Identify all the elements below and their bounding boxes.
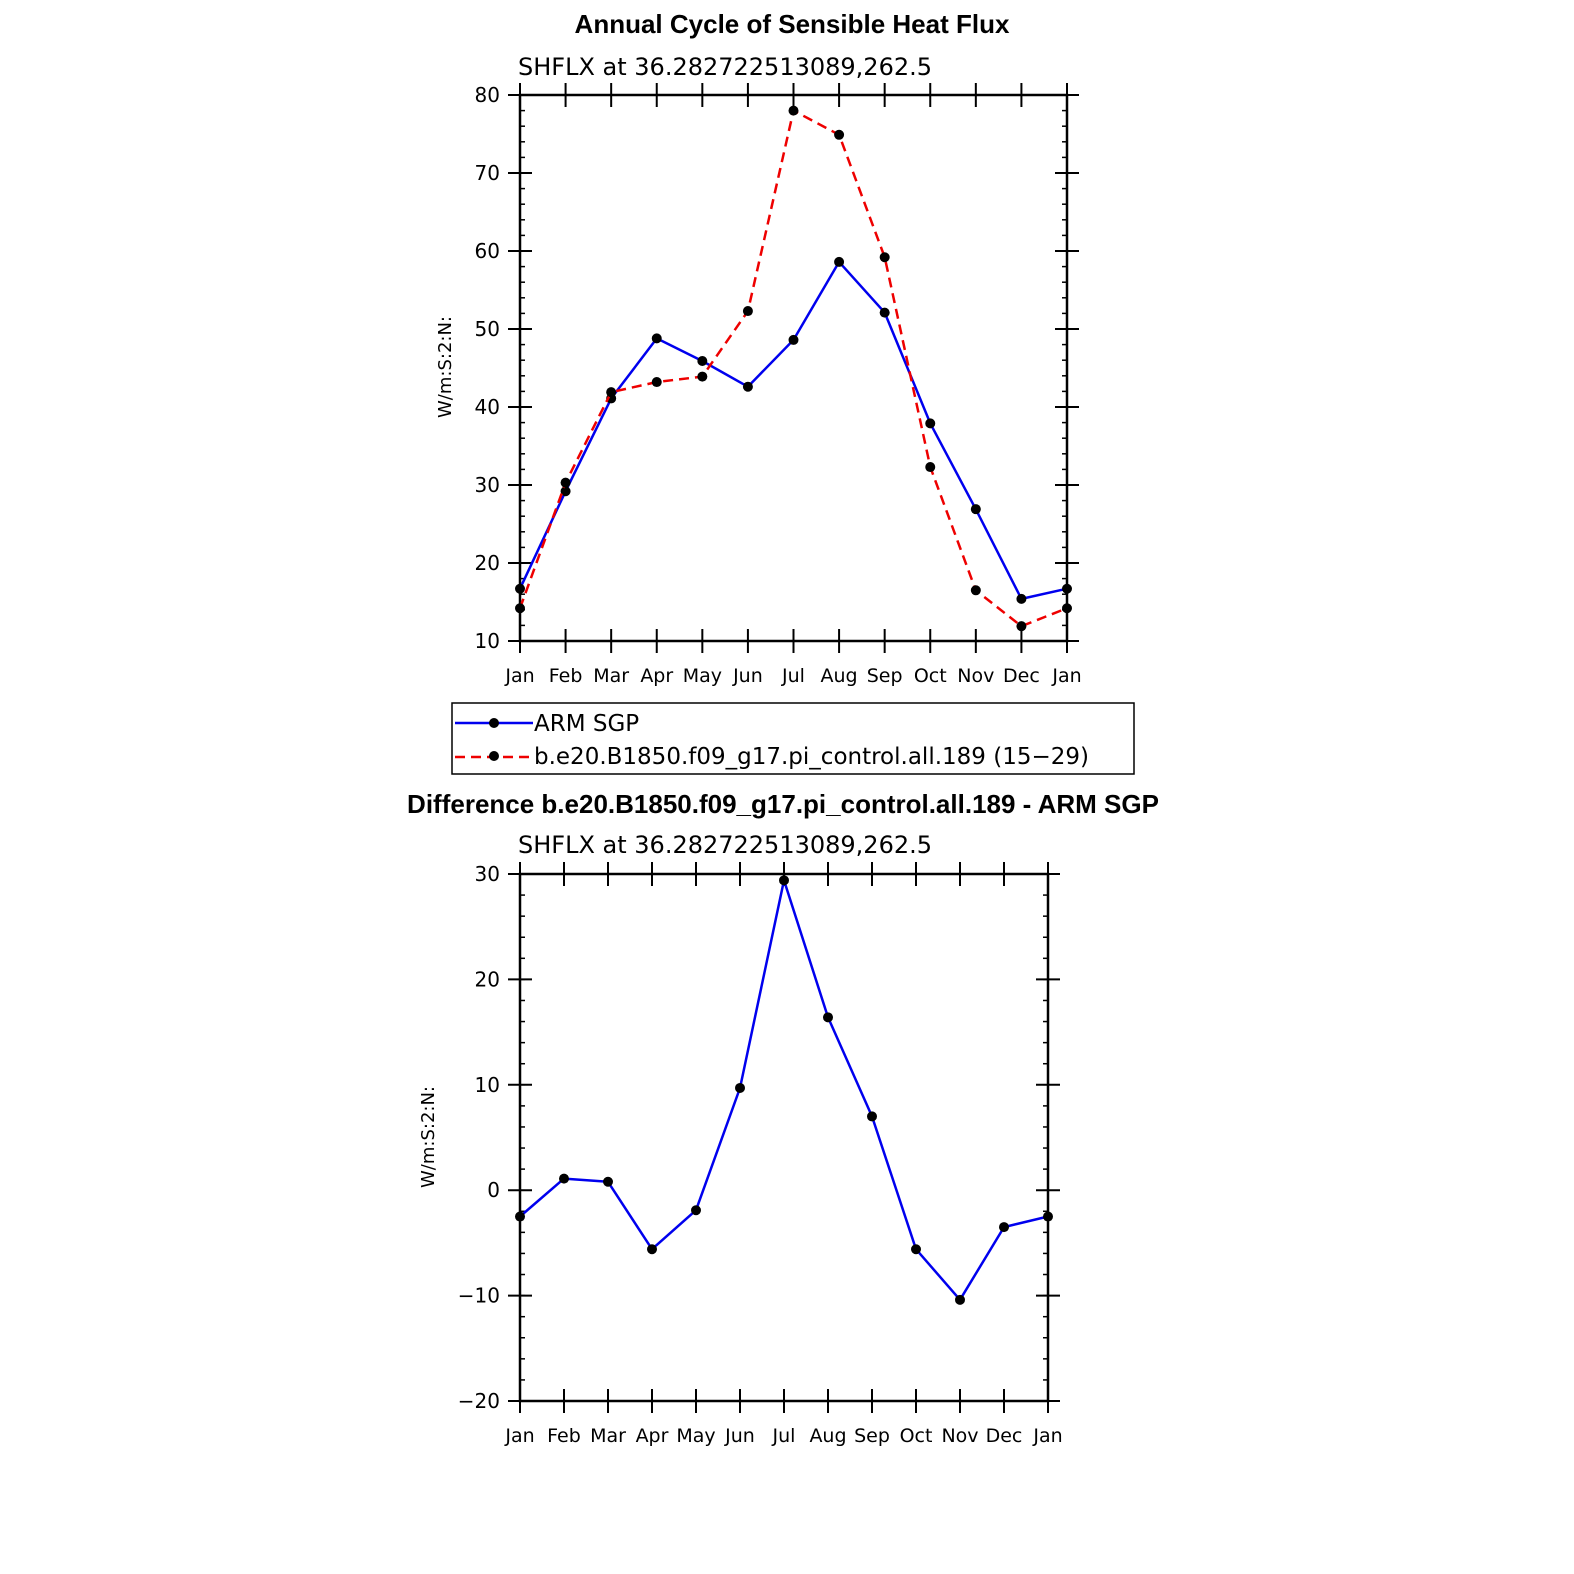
annual-cycle-x-tick-label: Jan	[1051, 665, 1081, 687]
legend-marker-arm-sgp	[489, 718, 499, 728]
annual-cycle-y-tick-label: 80	[475, 83, 500, 107]
annual-cycle-series-0-point	[925, 418, 936, 429]
annual-cycle-x-tick-label: Feb	[549, 665, 583, 687]
annual-cycle-series-1-point	[879, 252, 890, 263]
difference-y-tick-label: 10	[475, 1073, 500, 1097]
annual-cycle-y-tick-label: 60	[475, 239, 500, 263]
difference-x-tick-label: Aug	[809, 1425, 846, 1447]
annual-cycle-series-line-1	[518, 109, 1068, 628]
annual-cycle-x-tick-label: Dec	[1003, 665, 1040, 687]
difference-series-0-point	[999, 1222, 1009, 1233]
difference-series-0-point	[911, 1244, 921, 1255]
difference-x-tick-label: Apr	[636, 1425, 669, 1447]
difference-y-axis-label: W/m:S:2:N:	[418, 1086, 439, 1188]
annual-cycle-series-1-point	[515, 603, 525, 614]
annual-cycle-series-0-point	[697, 355, 708, 366]
difference-series-0-point	[647, 1244, 657, 1255]
difference-plot-frame	[518, 872, 1050, 1403]
difference-y-tick-label: −10	[458, 1284, 500, 1308]
annual-cycle-series-0-point	[560, 486, 571, 497]
annual-cycle-series-0-point	[970, 504, 981, 515]
annual-cycle-x-tick-label: Mar	[593, 665, 629, 687]
difference-series-0-point	[515, 1211, 525, 1222]
legend-label-model: b.e20.B1850.f09_g17.pi_control.all.189 (…	[534, 744, 1089, 770]
annual-cycle-y-tick-label: 30	[475, 473, 500, 497]
annual-cycle-y-axis-label: W/m:S:2:N:	[435, 316, 456, 418]
annual-cycle-series-0-point	[788, 334, 799, 345]
difference-y-tick-label: 30	[475, 862, 500, 886]
annual-cycle-y-tick-label: 40	[475, 395, 500, 419]
difference-y-tick-label: −20	[458, 1389, 500, 1413]
annual-cycle-x-tick-label: Sep	[867, 665, 903, 687]
difference-series-0-point	[1043, 1211, 1053, 1222]
difference-series-0-point	[779, 875, 789, 886]
difference-chart: Difference b.e20.B1850.f09_g17.pi_contro…	[407, 789, 1159, 1447]
annual-cycle-series-1-point	[697, 371, 708, 382]
legend-marker-model	[489, 751, 499, 761]
annual-cycle-series-0-point	[742, 381, 753, 392]
annual-cycle-y-tick-label: 20	[475, 551, 500, 575]
annual-cycle-series-1-point	[1062, 603, 1072, 614]
annual-cycle-x-tick-label: Nov	[957, 665, 994, 687]
annual-cycle-subtitle: SHFLX at 36.282722513089,262.5	[518, 53, 932, 81]
annual-cycle-legend: ARM SGP b.e20.B1850.f09_g17.pi_control.a…	[451, 702, 1135, 775]
difference-x-tick-label: Feb	[547, 1425, 581, 1447]
difference-y-tick-label: 20	[475, 967, 500, 991]
difference-x-tick-label: Oct	[900, 1425, 933, 1447]
annual-cycle-series-1-point	[651, 377, 662, 388]
annual-cycle-x-tick-label: Jan	[504, 665, 534, 687]
legend-box	[451, 702, 1135, 775]
annual-cycle-series-1-point	[925, 462, 936, 473]
difference-x-tick-label: Nov	[941, 1425, 978, 1447]
annual-cycle-series-1-point	[1016, 621, 1027, 632]
annual-cycle-series-0-point	[515, 583, 525, 594]
annual-cycle-series-1-point	[560, 477, 571, 488]
difference-x-tick-label: Jan	[1032, 1425, 1062, 1447]
annual-cycle-series-1-point	[970, 585, 981, 596]
annual-cycle-series-1-point	[788, 105, 799, 116]
annual-cycle-x-tick-label: Oct	[914, 665, 947, 687]
annual-cycle-x-tick-label: Jun	[732, 665, 763, 687]
annual-cycle-series-line-0	[518, 260, 1068, 601]
difference-x-tick-label: Jun	[724, 1425, 755, 1447]
difference-series-0-point	[867, 1111, 877, 1122]
difference-title: Difference b.e20.B1850.f09_g17.pi_contro…	[407, 789, 1159, 819]
annual-cycle-series-0-point	[1016, 593, 1027, 604]
annual-cycle-series-0-point	[834, 256, 845, 267]
difference-x-tick-label: May	[676, 1425, 715, 1447]
annual-cycle-y-tick-label: 10	[475, 629, 500, 653]
difference-series-0-point	[955, 1294, 965, 1305]
difference-series-0-point	[559, 1173, 569, 1184]
annual-cycle-series-1-point	[742, 306, 753, 317]
difference-x-tick-label: Sep	[854, 1425, 890, 1447]
annual-cycle-series-0-point	[651, 333, 662, 344]
difference-x-tick-label: Jul	[772, 1425, 796, 1447]
annual-cycle-x-tick-label: Apr	[640, 665, 673, 687]
difference-x-tick-label: Jan	[504, 1425, 534, 1447]
annual-cycle-plot-frame	[518, 93, 1069, 643]
difference-series-line-0	[519, 879, 1049, 1302]
annual-cycle-series-0-point	[1062, 583, 1072, 594]
annual-cycle-series-1-point	[606, 387, 617, 398]
annual-cycle-series-0-point	[879, 307, 890, 318]
annual-cycle-series-1-point	[834, 129, 845, 140]
difference-x-tick-label: Dec	[986, 1425, 1023, 1447]
annual-cycle-x-tick-label: Aug	[821, 665, 858, 687]
difference-subtitle: SHFLX at 36.282722513089,262.5	[518, 831, 932, 859]
difference-series-0-point	[735, 1082, 745, 1093]
legend-label-arm-sgp: ARM SGP	[534, 711, 639, 737]
annual-cycle-title: Annual Cycle of Sensible Heat Flux	[575, 9, 1010, 39]
annual-cycle-x-tick-label: Jul	[781, 665, 805, 687]
difference-series-0-point	[691, 1205, 701, 1216]
difference-series-0-point	[603, 1176, 613, 1187]
difference-x-tick-label: Mar	[590, 1425, 626, 1447]
annual-cycle-chart: Annual Cycle of Sensible Heat Flux SHFLX…	[435, 9, 1135, 775]
annual-cycle-y-tick-label: 50	[475, 317, 500, 341]
difference-y-tick-label: 0	[487, 1178, 500, 1202]
difference-series-0-point	[823, 1012, 833, 1023]
annual-cycle-y-tick-label: 70	[475, 161, 500, 185]
annual-cycle-x-tick-label: May	[683, 665, 722, 687]
